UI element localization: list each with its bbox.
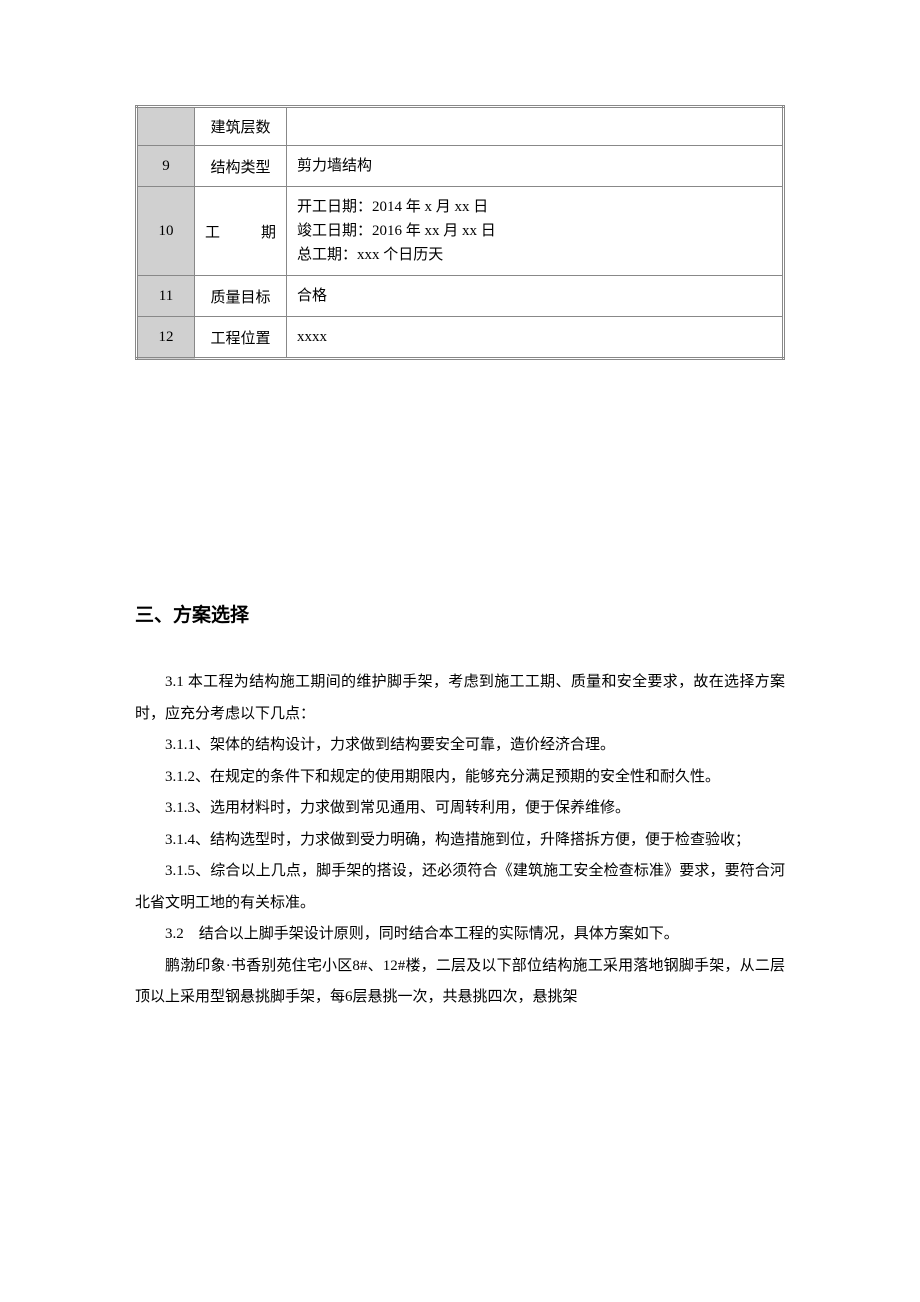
row-label: 建筑层数: [195, 107, 287, 146]
section-body: 3.1 本工程为结构施工期间的维护脚手架，考虑到施工工期、质量和安全要求，故在选…: [135, 667, 785, 1014]
row-value: xxxx: [287, 317, 784, 359]
table-row: 10 工 期 开工日期：2014 年 x 月 xx 日竣工日期：2016 年 x…: [137, 187, 784, 276]
table-row: 9 结构类型 剪力墙结构: [137, 146, 784, 187]
row-number: 9: [137, 146, 195, 187]
row-value: [287, 107, 784, 146]
row-value: 剪力墙结构: [287, 146, 784, 187]
paragraph: 3.1 本工程为结构施工期间的维护脚手架，考虑到施工工期、质量和安全要求，故在选…: [135, 667, 785, 730]
row-value: 开工日期：2014 年 x 月 xx 日竣工日期：2016 年 xx 月 xx …: [287, 187, 784, 276]
row-label: 工程位置: [195, 317, 287, 359]
row-number: 11: [137, 276, 195, 317]
row-number: 10: [137, 187, 195, 276]
paragraph: 鹏渤印象·书香别苑住宅小区8#、12#楼，二层及以下部位结构施工采用落地钢脚手架…: [135, 951, 785, 1014]
paragraph: 3.1.5、综合以上几点，脚手架的搭设，还必须符合《建筑施工安全检查标准》要求，…: [135, 856, 785, 919]
table-row: 12 工程位置 xxxx: [137, 317, 784, 359]
section-heading: 三、方案选择: [135, 600, 785, 627]
table-row: 11 质量目标 合格: [137, 276, 784, 317]
row-label: 工 期: [195, 187, 287, 276]
paragraph: 3.2 结合以上脚手架设计原则，同时结合本工程的实际情况，具体方案如下。: [135, 919, 785, 951]
row-value: 合格: [287, 276, 784, 317]
project-info-table: 建筑层数 9 结构类型 剪力墙结构 10 工 期 开工日期：2014 年 x 月…: [135, 105, 785, 360]
row-number: 12: [137, 317, 195, 359]
paragraph: 3.1.4、结构选型时，力求做到受力明确，构造措施到位，升降搭拆方便，便于检查验…: [135, 825, 785, 857]
paragraph: 3.1.3、选用材料时，力求做到常见通用、可周转利用，便于保养维修。: [135, 793, 785, 825]
paragraph: 3.1.1、架体的结构设计，力求做到结构要安全可靠，造价经济合理。: [135, 730, 785, 762]
row-label: 质量目标: [195, 276, 287, 317]
table-row: 建筑层数: [137, 107, 784, 146]
row-number: [137, 107, 195, 146]
row-label: 结构类型: [195, 146, 287, 187]
paragraph: 3.1.2、在规定的条件下和规定的使用期限内，能够充分满足预期的安全性和耐久性。: [135, 762, 785, 794]
table-body: 建筑层数 9 结构类型 剪力墙结构 10 工 期 开工日期：2014 年 x 月…: [137, 107, 784, 359]
